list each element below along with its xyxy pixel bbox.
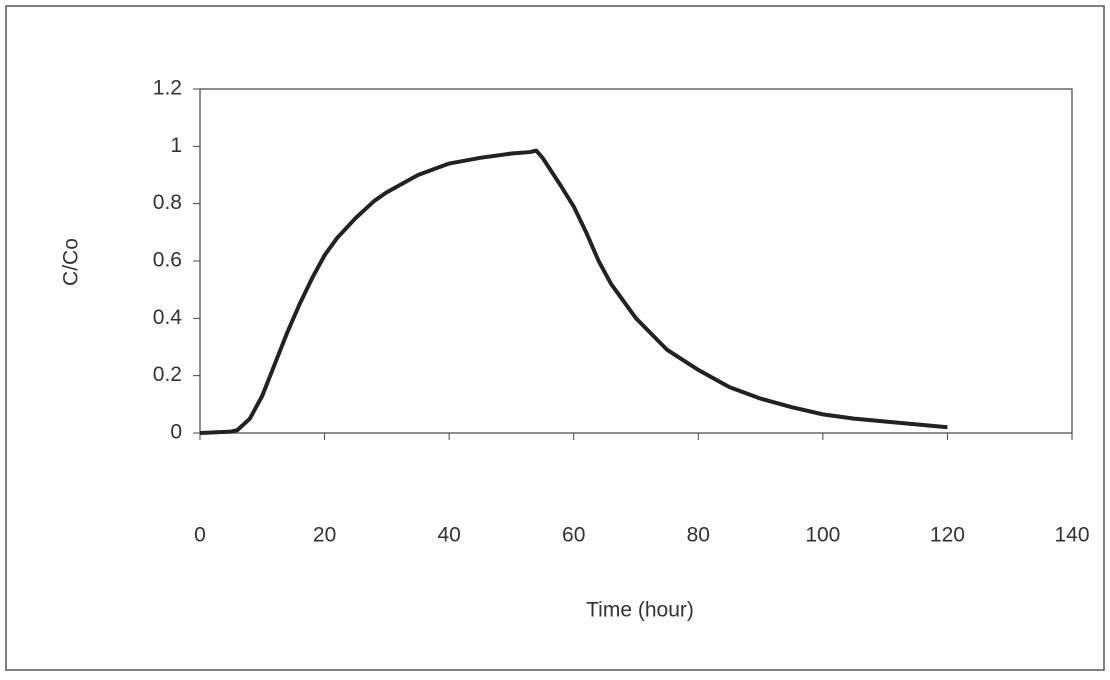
frame bbox=[5, 5, 1105, 671]
y-tick-label: 0.2 bbox=[153, 363, 182, 386]
x-tick-label: 120 bbox=[930, 524, 965, 547]
y-tick-label: 0.8 bbox=[153, 191, 182, 214]
x-tick-label: 100 bbox=[805, 524, 840, 547]
data-line bbox=[199, 148, 948, 435]
y-tick-label: 0 bbox=[170, 421, 182, 444]
x-tick-label: 60 bbox=[562, 524, 585, 547]
x-tick-label: 40 bbox=[437, 524, 460, 547]
x-tick-label: 0 bbox=[194, 524, 206, 547]
y-tick-label: 1.2 bbox=[153, 77, 182, 100]
y-tick-label: 0.4 bbox=[153, 306, 183, 329]
x-tick-label: 20 bbox=[313, 524, 336, 547]
x-tick-label: 80 bbox=[687, 524, 710, 547]
y-axis-label: C/Co bbox=[60, 238, 83, 286]
y-tick-label: 1 bbox=[170, 134, 182, 157]
x-tick-label: 140 bbox=[1054, 524, 1089, 547]
x-axis-label: Time (hour) bbox=[586, 599, 694, 622]
y-tick-label: 0.6 bbox=[153, 249, 182, 272]
